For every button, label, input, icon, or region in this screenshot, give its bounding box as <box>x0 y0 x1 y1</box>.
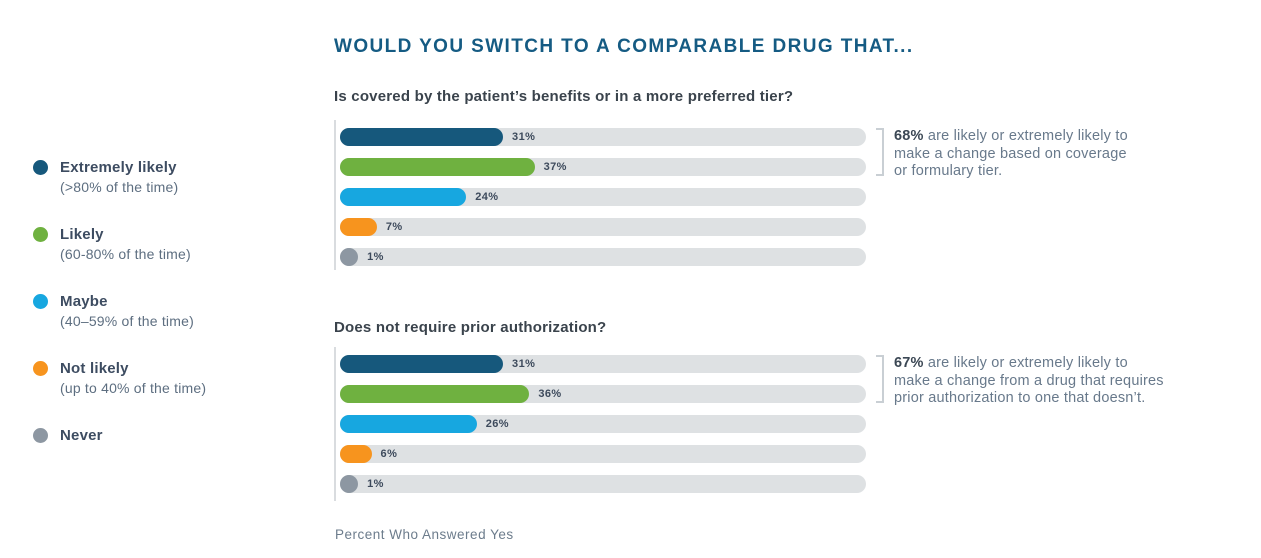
bar-track: 36% <box>340 385 866 403</box>
legend-dot-extremely-likely-icon <box>33 160 48 175</box>
bar-track: 1% <box>340 475 866 493</box>
legend-sublabel: (40–59% of the time) <box>60 313 194 329</box>
annotation-highlight: 67% <box>894 355 924 371</box>
bar-value-label: 1% <box>367 251 384 263</box>
annotation-prior-auth: 67% are likely or extremely likely to ma… <box>894 355 1249 408</box>
chart-coverage-tier: 31% 37% 24% 7% 1% 68% are likely or extremel… <box>334 120 1254 272</box>
legend-item-not-likely: Not likely (up to 40% of the time) <box>33 359 313 398</box>
bar-track: 1% <box>340 248 866 266</box>
chart-axis-line <box>334 120 336 270</box>
bar-track: 37% <box>340 158 866 176</box>
bar-not-likely <box>340 445 372 463</box>
page-title: WOULD YOU SWITCH TO A COMPARABLE DRUG TH… <box>334 36 914 57</box>
bar-value-label: 7% <box>385 221 403 233</box>
annotation-coverage: 68% are likely or extremely likely to ma… <box>894 128 1249 181</box>
legend-item-never: Never <box>33 426 313 445</box>
legend-label: Extremely likely <box>60 159 177 176</box>
bar-value-label: 36% <box>538 388 562 400</box>
bar-likely <box>340 385 530 403</box>
bar-value-label: 24% <box>475 191 499 203</box>
bar-row: 1% <box>340 248 866 266</box>
bar-row: 6% <box>340 445 866 463</box>
bar-likely <box>340 158 535 176</box>
bar-value-label: 6% <box>380 448 398 460</box>
legend-dot-not-likely-icon <box>33 361 48 376</box>
bar-not-likely <box>340 218 377 236</box>
chart-bars: 31% 37% 24% 7% 1% <box>340 128 866 278</box>
bar-track: 24% <box>340 188 866 206</box>
bar-value-label: 37% <box>543 161 567 173</box>
chart-2-heading: Does not require prior authorization? <box>334 319 607 336</box>
chart-1-heading: Is covered by the patient’s benefits or … <box>334 88 794 105</box>
legend-item-likely: Likely (60-80% of the time) <box>33 225 313 264</box>
bar-row: 31% <box>340 355 866 373</box>
legend-label: Never <box>60 427 103 444</box>
legend-item-extremely-likely: Extremely likely (>80% of the time) <box>33 158 313 197</box>
legend: Extremely likely (>80% of the time) Like… <box>33 158 313 473</box>
bar-track: 6% <box>340 445 866 463</box>
bar-row: 36% <box>340 385 866 403</box>
legend-label: Not likely <box>60 360 129 377</box>
legend-label: Likely <box>60 226 104 243</box>
bar-row: 31% <box>340 128 866 146</box>
legend-sublabel: (60-80% of the time) <box>60 246 191 262</box>
bar-track: 31% <box>340 128 866 146</box>
bar-row: 1% <box>340 475 866 493</box>
bar-row: 24% <box>340 188 866 206</box>
annotation-highlight: 68% <box>894 128 924 144</box>
bar-row: 37% <box>340 158 866 176</box>
legend-dot-maybe-icon <box>33 294 48 309</box>
bar-never <box>340 475 358 493</box>
chart-bars: 31% 36% 26% 6% 1% <box>340 355 866 505</box>
bar-value-label: 31% <box>512 131 536 143</box>
bar-maybe <box>340 188 467 206</box>
chart-axis-line <box>334 347 336 501</box>
bar-maybe <box>340 415 477 433</box>
bar-track: 26% <box>340 415 866 433</box>
bracket-top-two-bars <box>876 128 884 176</box>
bar-row: 7% <box>340 218 866 236</box>
bar-track: 7% <box>340 218 866 236</box>
legend-label: Maybe <box>60 293 108 310</box>
bar-extremely-likely <box>340 355 504 373</box>
bar-value-label: 31% <box>512 358 536 370</box>
annotation-text: are likely or extremely likely to make a… <box>894 355 1164 406</box>
legend-dot-never-icon <box>33 428 48 443</box>
chart-prior-authorization: 31% 36% 26% 6% 1% 67% are likely or extremel… <box>334 347 1254 503</box>
legend-sublabel: (up to 40% of the time) <box>60 380 207 396</box>
bar-never <box>340 248 358 266</box>
bracket-top-two-bars <box>876 355 884 403</box>
bar-value-label: 26% <box>485 418 509 430</box>
bar-value-label: 1% <box>367 478 384 490</box>
annotation-text: are likely or extremely likely to make a… <box>894 128 1128 179</box>
axis-caption: Percent Who Answered Yes <box>335 527 514 542</box>
legend-dot-likely-icon <box>33 227 48 242</box>
legend-item-maybe: Maybe (40–59% of the time) <box>33 292 313 331</box>
bar-track: 31% <box>340 355 866 373</box>
legend-sublabel: (>80% of the time) <box>60 179 179 195</box>
bar-row: 26% <box>340 415 866 433</box>
bar-extremely-likely <box>340 128 504 146</box>
